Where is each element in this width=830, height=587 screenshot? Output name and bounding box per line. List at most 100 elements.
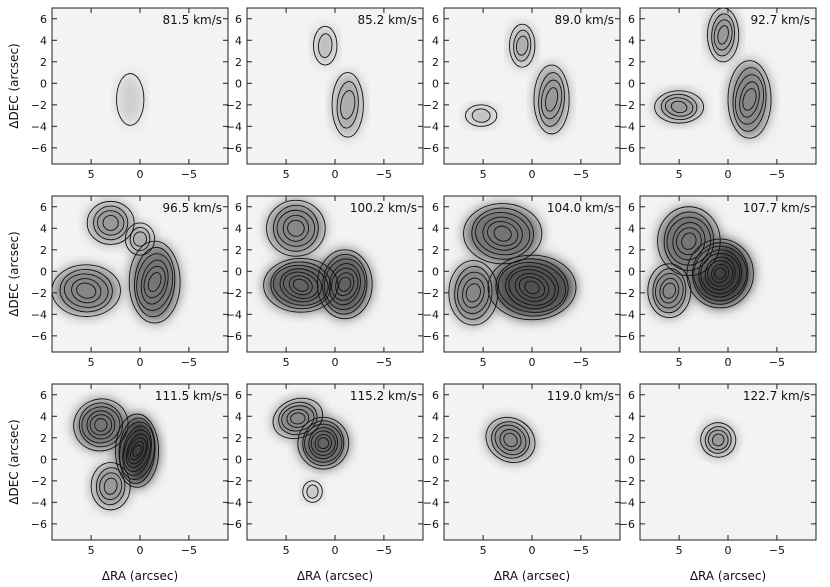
y-tick-label: −4 bbox=[423, 120, 439, 133]
contour-line bbox=[119, 421, 155, 480]
channel-panel-3: 5 0 −5 6 4 2 0 −2 −4 −6 89.0 km/s bbox=[423, 7, 621, 181]
contour-line bbox=[509, 23, 536, 68]
y-tick-label: 6 bbox=[40, 201, 47, 214]
contour-line bbox=[704, 426, 732, 454]
contour-line bbox=[663, 211, 715, 271]
x-tick-label: −5 bbox=[181, 544, 197, 557]
emission-blob bbox=[302, 480, 323, 503]
y-tick-label: −2 bbox=[226, 475, 242, 488]
contour-line bbox=[533, 64, 570, 135]
x-tick-label: 5 bbox=[283, 544, 290, 557]
emission-blob bbox=[332, 72, 364, 138]
y-tick-label: −6 bbox=[423, 142, 439, 155]
contour-line bbox=[654, 272, 684, 309]
emission-map bbox=[313, 25, 364, 138]
y-tick-label: −6 bbox=[619, 330, 635, 343]
emission-blob bbox=[52, 264, 121, 317]
y-tick-label: −2 bbox=[423, 99, 439, 112]
contour-line bbox=[742, 88, 757, 111]
emission-blob bbox=[266, 200, 326, 257]
contour-line bbox=[118, 417, 156, 484]
contour-line bbox=[494, 424, 527, 456]
velocity-label: 115.2 km/s bbox=[350, 389, 417, 403]
y-tick-label: 6 bbox=[628, 201, 635, 214]
y-tick-label: −4 bbox=[226, 120, 242, 133]
x-tick-label: 0 bbox=[137, 544, 144, 557]
contour-line bbox=[292, 278, 309, 292]
contour-line bbox=[122, 425, 152, 476]
contour-line bbox=[313, 25, 338, 66]
y-tick-label: 4 bbox=[40, 222, 47, 235]
velocity-label: 92.7 km/s bbox=[751, 13, 810, 27]
contour-line bbox=[482, 216, 523, 251]
contour-line bbox=[654, 90, 705, 124]
y-tick-label: 0 bbox=[432, 77, 439, 90]
contour-line bbox=[717, 25, 729, 45]
contour-line bbox=[125, 433, 149, 468]
x-tick-label: 0 bbox=[332, 544, 339, 557]
y-tick-label: −6 bbox=[423, 518, 439, 531]
y-tick-label: 0 bbox=[432, 265, 439, 278]
contour-line bbox=[503, 432, 518, 448]
contour-line bbox=[302, 480, 323, 503]
y-tick-label: 0 bbox=[432, 453, 439, 466]
x-tick-label: 0 bbox=[332, 356, 339, 369]
contour-line bbox=[123, 429, 151, 472]
contour-line bbox=[290, 412, 306, 425]
contour-line bbox=[147, 272, 162, 293]
contour-line bbox=[700, 252, 741, 294]
contour-line bbox=[652, 268, 687, 314]
contour-line bbox=[304, 423, 343, 463]
contour-line bbox=[524, 280, 540, 295]
y-tick-label: 2 bbox=[235, 244, 242, 257]
emission-blob bbox=[129, 241, 181, 323]
x-tick-label: 0 bbox=[529, 356, 536, 369]
contour-line bbox=[276, 209, 316, 247]
contour-line bbox=[497, 262, 567, 313]
y-tick-label: 2 bbox=[628, 56, 635, 69]
emission-map bbox=[654, 8, 772, 139]
contour-line bbox=[302, 420, 345, 467]
y-tick-label: 4 bbox=[628, 34, 635, 47]
x-tick-label: −5 bbox=[573, 168, 589, 181]
y-axis-label: ΔDEC (arcsec) bbox=[7, 419, 21, 504]
contour-line bbox=[297, 416, 350, 470]
y-tick-label: −2 bbox=[226, 287, 242, 300]
x-axis-label: ΔRA (arcsec) bbox=[494, 569, 570, 583]
contour-line bbox=[336, 81, 359, 129]
y-tick-label: 6 bbox=[40, 389, 47, 402]
contour-line bbox=[700, 422, 737, 458]
emission-map bbox=[647, 206, 754, 319]
contour-line bbox=[471, 207, 534, 260]
y-tick-label: −4 bbox=[226, 496, 242, 509]
x-tick-label: −5 bbox=[573, 544, 589, 557]
contour-line bbox=[713, 19, 733, 51]
contour-line bbox=[143, 265, 166, 299]
contour-line bbox=[90, 462, 131, 511]
y-tick-label: −4 bbox=[31, 308, 47, 321]
y-tick-label: −4 bbox=[226, 308, 242, 321]
contour-line bbox=[116, 73, 145, 126]
y-tick-label: 2 bbox=[40, 432, 47, 445]
x-axis-label: ΔRA (arcsec) bbox=[690, 569, 766, 583]
contour-line bbox=[73, 398, 129, 452]
emission-blob bbox=[654, 90, 704, 124]
contour-line bbox=[335, 272, 355, 297]
contour-line bbox=[662, 282, 677, 299]
y-tick-label: 6 bbox=[628, 13, 635, 26]
y-tick-label: 0 bbox=[628, 77, 635, 90]
contour-line bbox=[282, 214, 310, 242]
panel-background bbox=[640, 384, 816, 540]
y-tick-label: −6 bbox=[31, 142, 47, 155]
emission-map bbox=[263, 199, 373, 320]
contour-line bbox=[78, 402, 123, 448]
x-tick-label: 0 bbox=[529, 168, 536, 181]
emission-blob bbox=[465, 104, 497, 127]
contour-line bbox=[676, 227, 702, 256]
contour-line bbox=[499, 429, 522, 451]
emission-blob bbox=[700, 422, 736, 458]
contour-line bbox=[714, 267, 727, 280]
contour-line bbox=[462, 277, 485, 309]
contour-line bbox=[272, 397, 324, 440]
